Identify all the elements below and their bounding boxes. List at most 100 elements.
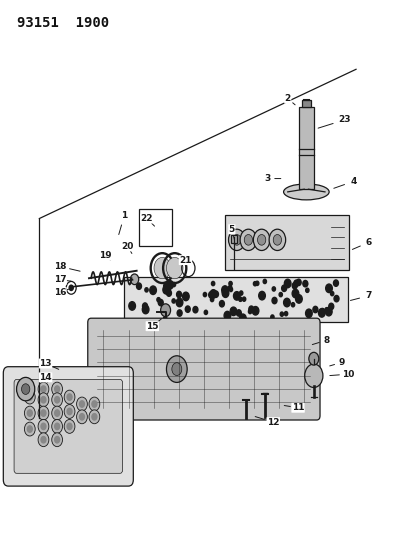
Circle shape — [52, 406, 62, 420]
Circle shape — [24, 390, 35, 404]
Circle shape — [332, 280, 337, 286]
Circle shape — [158, 300, 163, 306]
Circle shape — [128, 302, 135, 310]
Circle shape — [163, 316, 166, 320]
Bar — [301, 100, 310, 107]
Circle shape — [242, 297, 245, 301]
Circle shape — [69, 285, 73, 290]
Circle shape — [291, 303, 294, 307]
Circle shape — [177, 310, 182, 316]
Bar — [230, 235, 236, 243]
Circle shape — [283, 298, 290, 307]
Circle shape — [79, 401, 84, 407]
Circle shape — [229, 287, 232, 292]
Text: 8: 8 — [323, 336, 330, 344]
Circle shape — [273, 235, 281, 245]
Circle shape — [257, 235, 265, 245]
Circle shape — [24, 422, 35, 436]
Circle shape — [293, 280, 298, 287]
Circle shape — [305, 288, 308, 293]
Circle shape — [302, 280, 307, 287]
Circle shape — [292, 289, 298, 298]
FancyBboxPatch shape — [224, 215, 348, 270]
Circle shape — [239, 314, 246, 322]
Text: 10: 10 — [342, 370, 354, 378]
Circle shape — [76, 397, 87, 411]
Circle shape — [232, 235, 240, 245]
Circle shape — [164, 285, 170, 294]
Circle shape — [268, 229, 285, 251]
Circle shape — [236, 310, 241, 316]
Circle shape — [162, 286, 169, 294]
Circle shape — [38, 393, 49, 407]
Circle shape — [166, 280, 173, 289]
Circle shape — [319, 309, 324, 315]
Circle shape — [308, 352, 318, 365]
Circle shape — [304, 282, 307, 286]
Circle shape — [253, 229, 269, 251]
Circle shape — [166, 257, 183, 279]
Circle shape — [145, 288, 148, 292]
Circle shape — [55, 437, 59, 443]
Circle shape — [295, 295, 301, 303]
Text: 11: 11 — [291, 403, 304, 412]
FancyBboxPatch shape — [88, 318, 319, 420]
Circle shape — [176, 292, 181, 298]
Circle shape — [38, 382, 49, 396]
Text: 6: 6 — [364, 238, 371, 247]
Circle shape — [203, 293, 206, 297]
Circle shape — [240, 229, 256, 251]
Circle shape — [248, 310, 251, 314]
Circle shape — [38, 419, 49, 433]
Circle shape — [284, 311, 287, 316]
Circle shape — [233, 292, 240, 300]
Circle shape — [171, 299, 175, 303]
Circle shape — [253, 281, 256, 286]
Circle shape — [163, 283, 168, 289]
Bar — [298, 107, 313, 189]
Circle shape — [244, 235, 252, 245]
Ellipse shape — [283, 184, 328, 200]
Circle shape — [41, 437, 46, 443]
Circle shape — [284, 279, 290, 288]
Text: 13: 13 — [39, 359, 52, 368]
Circle shape — [325, 284, 332, 293]
Circle shape — [305, 309, 311, 318]
Circle shape — [142, 303, 147, 309]
Circle shape — [263, 279, 266, 284]
Circle shape — [292, 282, 297, 289]
Circle shape — [204, 310, 207, 314]
Circle shape — [248, 306, 253, 312]
Circle shape — [171, 362, 181, 375]
Circle shape — [41, 423, 46, 430]
Circle shape — [255, 281, 258, 286]
Circle shape — [210, 297, 213, 302]
Circle shape — [154, 257, 170, 279]
Circle shape — [252, 306, 258, 315]
Circle shape — [41, 397, 46, 403]
Circle shape — [79, 414, 84, 420]
Circle shape — [270, 315, 273, 319]
Circle shape — [38, 406, 49, 420]
Circle shape — [325, 308, 331, 316]
Circle shape — [271, 287, 275, 291]
Text: 14: 14 — [39, 373, 52, 382]
Circle shape — [278, 293, 282, 297]
Text: 20: 20 — [121, 242, 133, 251]
Circle shape — [64, 405, 75, 418]
Circle shape — [55, 386, 59, 392]
FancyBboxPatch shape — [14, 379, 122, 473]
Text: 7: 7 — [364, 292, 371, 300]
Text: 18: 18 — [54, 262, 66, 271]
Circle shape — [271, 297, 276, 304]
Circle shape — [76, 410, 87, 424]
Text: 22: 22 — [140, 214, 153, 223]
Circle shape — [312, 306, 317, 313]
Circle shape — [67, 423, 72, 430]
Circle shape — [185, 306, 190, 312]
Circle shape — [330, 292, 333, 296]
Circle shape — [24, 406, 35, 420]
Text: 15: 15 — [146, 322, 158, 330]
Circle shape — [64, 390, 75, 404]
Circle shape — [222, 289, 228, 297]
